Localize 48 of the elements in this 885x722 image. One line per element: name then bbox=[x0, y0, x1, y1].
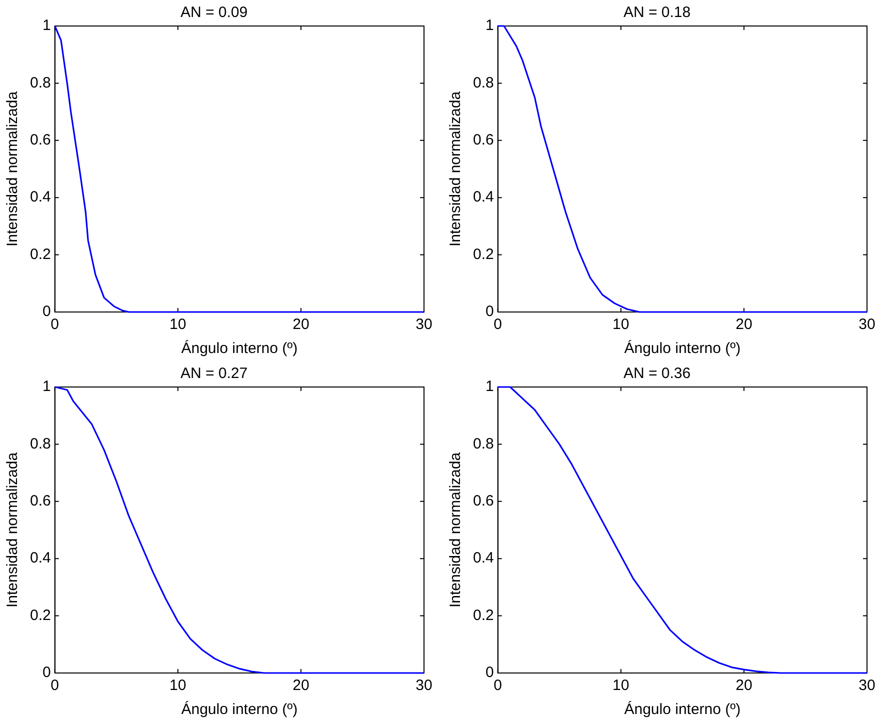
x-tick-label: 10 bbox=[170, 316, 186, 334]
y-tick-label: 0.8 bbox=[30, 435, 51, 452]
x-tick-label: 10 bbox=[612, 316, 630, 334]
chart-title: AN = 0.18 bbox=[623, 4, 691, 22]
y-tick-label: 0.8 bbox=[30, 74, 51, 92]
y-tick-label: 1 bbox=[486, 378, 494, 396]
y-tick-label: 0.4 bbox=[30, 188, 51, 206]
y-tick-label: 1 bbox=[42, 17, 51, 34]
y-tick-label: 0.2 bbox=[472, 606, 494, 624]
y-tick-label: 0.2 bbox=[30, 606, 51, 624]
chart-title: AN = 0.09 bbox=[180, 4, 248, 22]
y-tick-label: 1 bbox=[42, 378, 51, 396]
y-tick-label: 0 bbox=[42, 303, 51, 320]
y-tick-label: 0.4 bbox=[472, 550, 494, 567]
x-tick-label: 10 bbox=[170, 677, 186, 694]
y-tick-label: 1 bbox=[486, 17, 494, 34]
y-tick-label: 0 bbox=[42, 664, 51, 682]
y-tick-label: 0.6 bbox=[30, 132, 51, 149]
y-tick-label: 0.8 bbox=[472, 435, 494, 452]
x-tick-label: 30 bbox=[416, 316, 432, 334]
y-axis-title: Intensidad normalizada bbox=[447, 90, 464, 247]
x-tick-label: 30 bbox=[416, 677, 432, 694]
x-tick-label: 20 bbox=[736, 316, 752, 334]
y-tick-label: 0 bbox=[486, 664, 494, 682]
x-tick-label: 20 bbox=[292, 316, 310, 334]
x-axis-title: Ángulo interno (º) bbox=[181, 339, 298, 358]
y-tick-label: 0 bbox=[486, 303, 494, 320]
y-tick-label: 0.8 bbox=[472, 74, 494, 92]
y-axis-title: Intensidad normalizada bbox=[4, 452, 22, 608]
y-tick-label: 0.2 bbox=[472, 246, 494, 263]
x-tick-label: 30 bbox=[858, 677, 876, 694]
y-tick-label: 0.2 bbox=[30, 246, 51, 263]
y-tick-label: 0.6 bbox=[30, 492, 51, 510]
y-axis-title: Intensidad normalizada bbox=[447, 452, 464, 608]
x-axis-title: Ángulo interno (º) bbox=[181, 700, 298, 718]
x-tick-label: 30 bbox=[858, 316, 876, 334]
x-tick-label: 10 bbox=[612, 677, 630, 694]
x-tick-label: 20 bbox=[292, 677, 310, 694]
chart-title: AN = 0.36 bbox=[623, 365, 691, 382]
x-axis-title: Ángulo interno (º) bbox=[624, 339, 741, 358]
y-tick-label: 0.6 bbox=[472, 492, 494, 510]
x-axis-title: Ángulo interno (º) bbox=[624, 700, 741, 718]
chart-title: AN = 0.27 bbox=[180, 365, 248, 382]
y-axis-title: Intensidad normalizada bbox=[4, 90, 22, 247]
y-tick-label: 0.4 bbox=[30, 550, 51, 567]
x-tick-label: 20 bbox=[736, 677, 752, 694]
y-tick-label: 0.4 bbox=[472, 188, 494, 206]
y-tick-label: 0.6 bbox=[472, 132, 494, 149]
